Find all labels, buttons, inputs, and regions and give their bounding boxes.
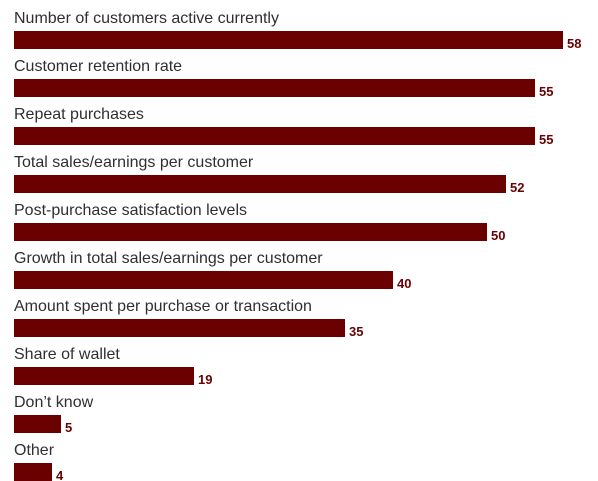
value-label: 50 — [491, 228, 505, 243]
bar — [14, 31, 563, 49]
value-label: 35 — [349, 324, 363, 339]
category-label: Total sales/earnings per customer — [14, 154, 254, 171]
value-label: 19 — [198, 372, 212, 387]
value-label: 5 — [65, 420, 72, 435]
bar — [14, 319, 345, 337]
category-label: Growth in total sales/earnings per custo… — [14, 250, 323, 267]
category-label: Number of customers active currently — [14, 10, 279, 27]
category-label: Other — [14, 442, 55, 459]
category-label: Post-purchase satisfaction levels — [14, 202, 247, 219]
category-label: Share of wallet — [14, 346, 120, 363]
bar — [14, 127, 535, 145]
value-label: 55 — [539, 132, 553, 147]
value-label: 4 — [56, 468, 64, 481]
bar — [14, 175, 506, 193]
value-label: 52 — [510, 180, 524, 195]
category-label: Repeat purchases — [14, 106, 144, 123]
value-label: 40 — [397, 276, 411, 291]
bar — [14, 79, 535, 97]
category-label: Customer retention rate — [14, 58, 182, 75]
category-label: Don’t know — [14, 394, 94, 411]
bar — [14, 415, 61, 433]
bar — [14, 271, 393, 289]
value-label: 55 — [539, 84, 553, 99]
bar — [14, 463, 52, 481]
category-label: Amount spent per purchase or transaction — [14, 298, 312, 315]
bar — [14, 367, 194, 385]
value-label: 58 — [567, 36, 581, 51]
bar — [14, 223, 487, 241]
